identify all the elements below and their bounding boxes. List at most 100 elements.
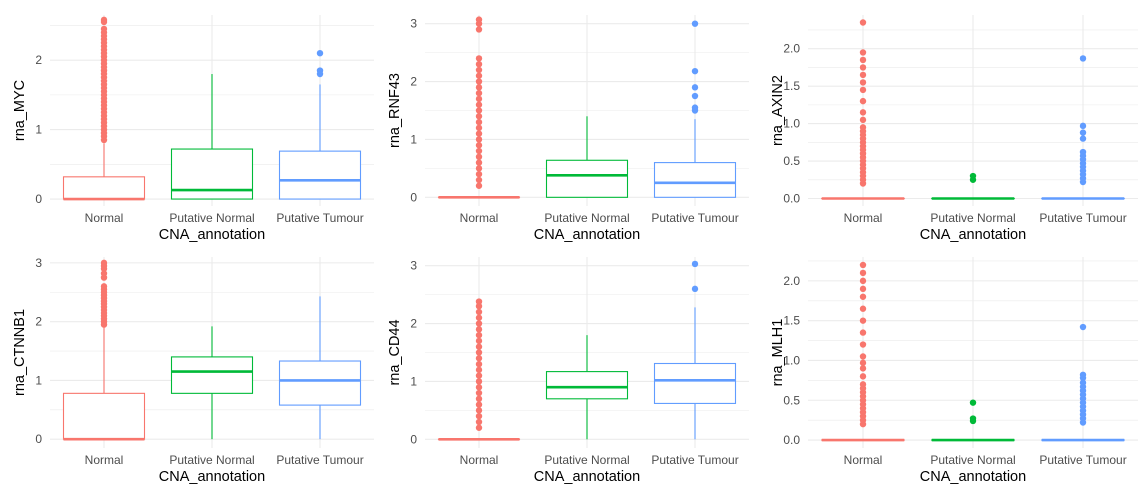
y-tick-label: 1: [410, 132, 417, 146]
outlier-point: [859, 305, 867, 312]
outlier-point: [859, 261, 867, 269]
outlier-point: [691, 84, 699, 91]
y-tick-label: 0: [410, 190, 417, 204]
box-iqr: [278, 150, 362, 200]
box-putative-normal: [170, 74, 254, 200]
y-tick-label: 2: [410, 75, 417, 89]
outlier-point: [475, 378, 483, 385]
x-tick-label: Putative Tumour: [1039, 211, 1126, 225]
outlier-point: [475, 165, 483, 172]
box-normal: [437, 298, 521, 441]
x-tick-label: Normal: [460, 211, 499, 225]
outlier-point: [859, 285, 867, 293]
outlier-point: [859, 124, 867, 131]
box-iqr: [278, 360, 362, 406]
box-iqr: [170, 356, 254, 394]
y-tick-label: 0.5: [783, 154, 800, 168]
outlier-point: [1079, 323, 1087, 331]
outlier-point: [475, 331, 483, 339]
y-axis-title: rna_AXIN2: [770, 75, 786, 146]
outlier-point: [859, 353, 867, 360]
box-putative-normal: [170, 326, 254, 440]
x-tick-label: Putative Normal: [169, 211, 254, 225]
y-tick-label: 0: [410, 432, 417, 446]
box-iqr: [545, 159, 629, 198]
outlier-point: [859, 49, 867, 56]
outlier-point: [859, 269, 867, 277]
y-tick-label: 1: [35, 373, 42, 387]
x-axis-title: CNA_annotation: [534, 227, 640, 243]
outlier-point: [475, 60, 483, 68]
x-tick-label: Normal: [85, 453, 124, 467]
x-tick-label: Putative Tumour: [276, 453, 363, 467]
y-tick-label: 1: [35, 123, 42, 137]
outlier-point: [475, 360, 483, 368]
box-putative-tumour: [1041, 323, 1125, 442]
boxplot-panel-4: 0 1 2 3 Normal Putative Normal Putative Tumour…: [12, 256, 374, 485]
outlier-point: [475, 314, 483, 321]
outlier-point: [475, 395, 483, 403]
outlier-point: [859, 329, 867, 336]
outlier-point: [1079, 135, 1087, 142]
outlier-point: [475, 118, 483, 126]
x-tick-label: Putative Tumour: [1039, 453, 1126, 467]
outlier-point: [316, 67, 324, 74]
box-iqr: [62, 176, 146, 200]
x-tick-label: Putative Normal: [930, 211, 1015, 225]
outlier-point: [475, 389, 483, 397]
box-normal: [62, 259, 146, 441]
y-tick-label: 0.5: [783, 393, 800, 407]
outlier-point: [475, 55, 483, 62]
outlier-point: [475, 176, 483, 184]
x-axis-title: CNA_annotation: [159, 227, 265, 243]
outlier-point: [475, 298, 483, 305]
outlier-point: [475, 147, 483, 155]
y-tick-label: 0: [35, 432, 42, 446]
x-tick-label: Putative Normal: [930, 453, 1015, 467]
outlier-point: [475, 107, 483, 114]
outlier-point: [475, 72, 483, 79]
y-axis-title: rna_CTNNB1: [12, 309, 28, 396]
outlier-point: [475, 343, 483, 350]
outlier-point: [475, 372, 483, 379]
outlier-point: [475, 130, 483, 137]
outlier-point: [475, 89, 483, 97]
outlier-point: [475, 170, 483, 178]
outlier-point: [475, 349, 483, 356]
box-normal: [821, 19, 905, 200]
outlier-point: [475, 124, 483, 132]
outlier-point: [475, 66, 483, 74]
outlier-point: [475, 308, 483, 316]
x-tick-label: Putative Tumour: [651, 453, 738, 467]
y-tick-label: 1: [410, 374, 417, 388]
box-normal: [821, 261, 905, 442]
boxplot-panel-6: 0.0 0.5 1.0 1.5 2.0 Normal Putative Normal Puta…: [770, 257, 1138, 485]
outlier-point: [475, 337, 483, 345]
outlier-point: [475, 302, 483, 310]
y-tick-label: 1.0: [783, 117, 800, 131]
y-tick-label: 0.0: [783, 433, 800, 447]
y-tick-label: 3: [35, 256, 42, 270]
box-iqr: [170, 148, 254, 200]
boxplot-panel-5: 0 1 2 3 Normal Putative Normal Putative Tumour…: [387, 257, 749, 485]
outlier-point: [1079, 148, 1087, 156]
x-tick-label: Putative Normal: [544, 453, 629, 467]
x-axis-title: CNA_annotation: [534, 469, 640, 485]
outlier-point: [475, 424, 483, 431]
box-iqr: [62, 392, 146, 440]
outlier-point: [1079, 122, 1087, 130]
y-axis-title: rna_RNF43: [387, 73, 403, 148]
outlier-point: [691, 92, 699, 100]
y-tick-label: 3: [410, 259, 417, 273]
outlier-point: [859, 317, 867, 324]
outlier-point: [100, 16, 108, 24]
outlier-point: [475, 136, 483, 143]
outlier-point: [316, 50, 324, 57]
x-axis-title: CNA_annotation: [159, 469, 265, 485]
outlier-point: [859, 277, 867, 285]
outlier-point: [475, 418, 483, 426]
outlier-point: [1079, 371, 1087, 378]
y-tick-label: 2: [410, 317, 417, 331]
outlier-point: [691, 285, 699, 293]
